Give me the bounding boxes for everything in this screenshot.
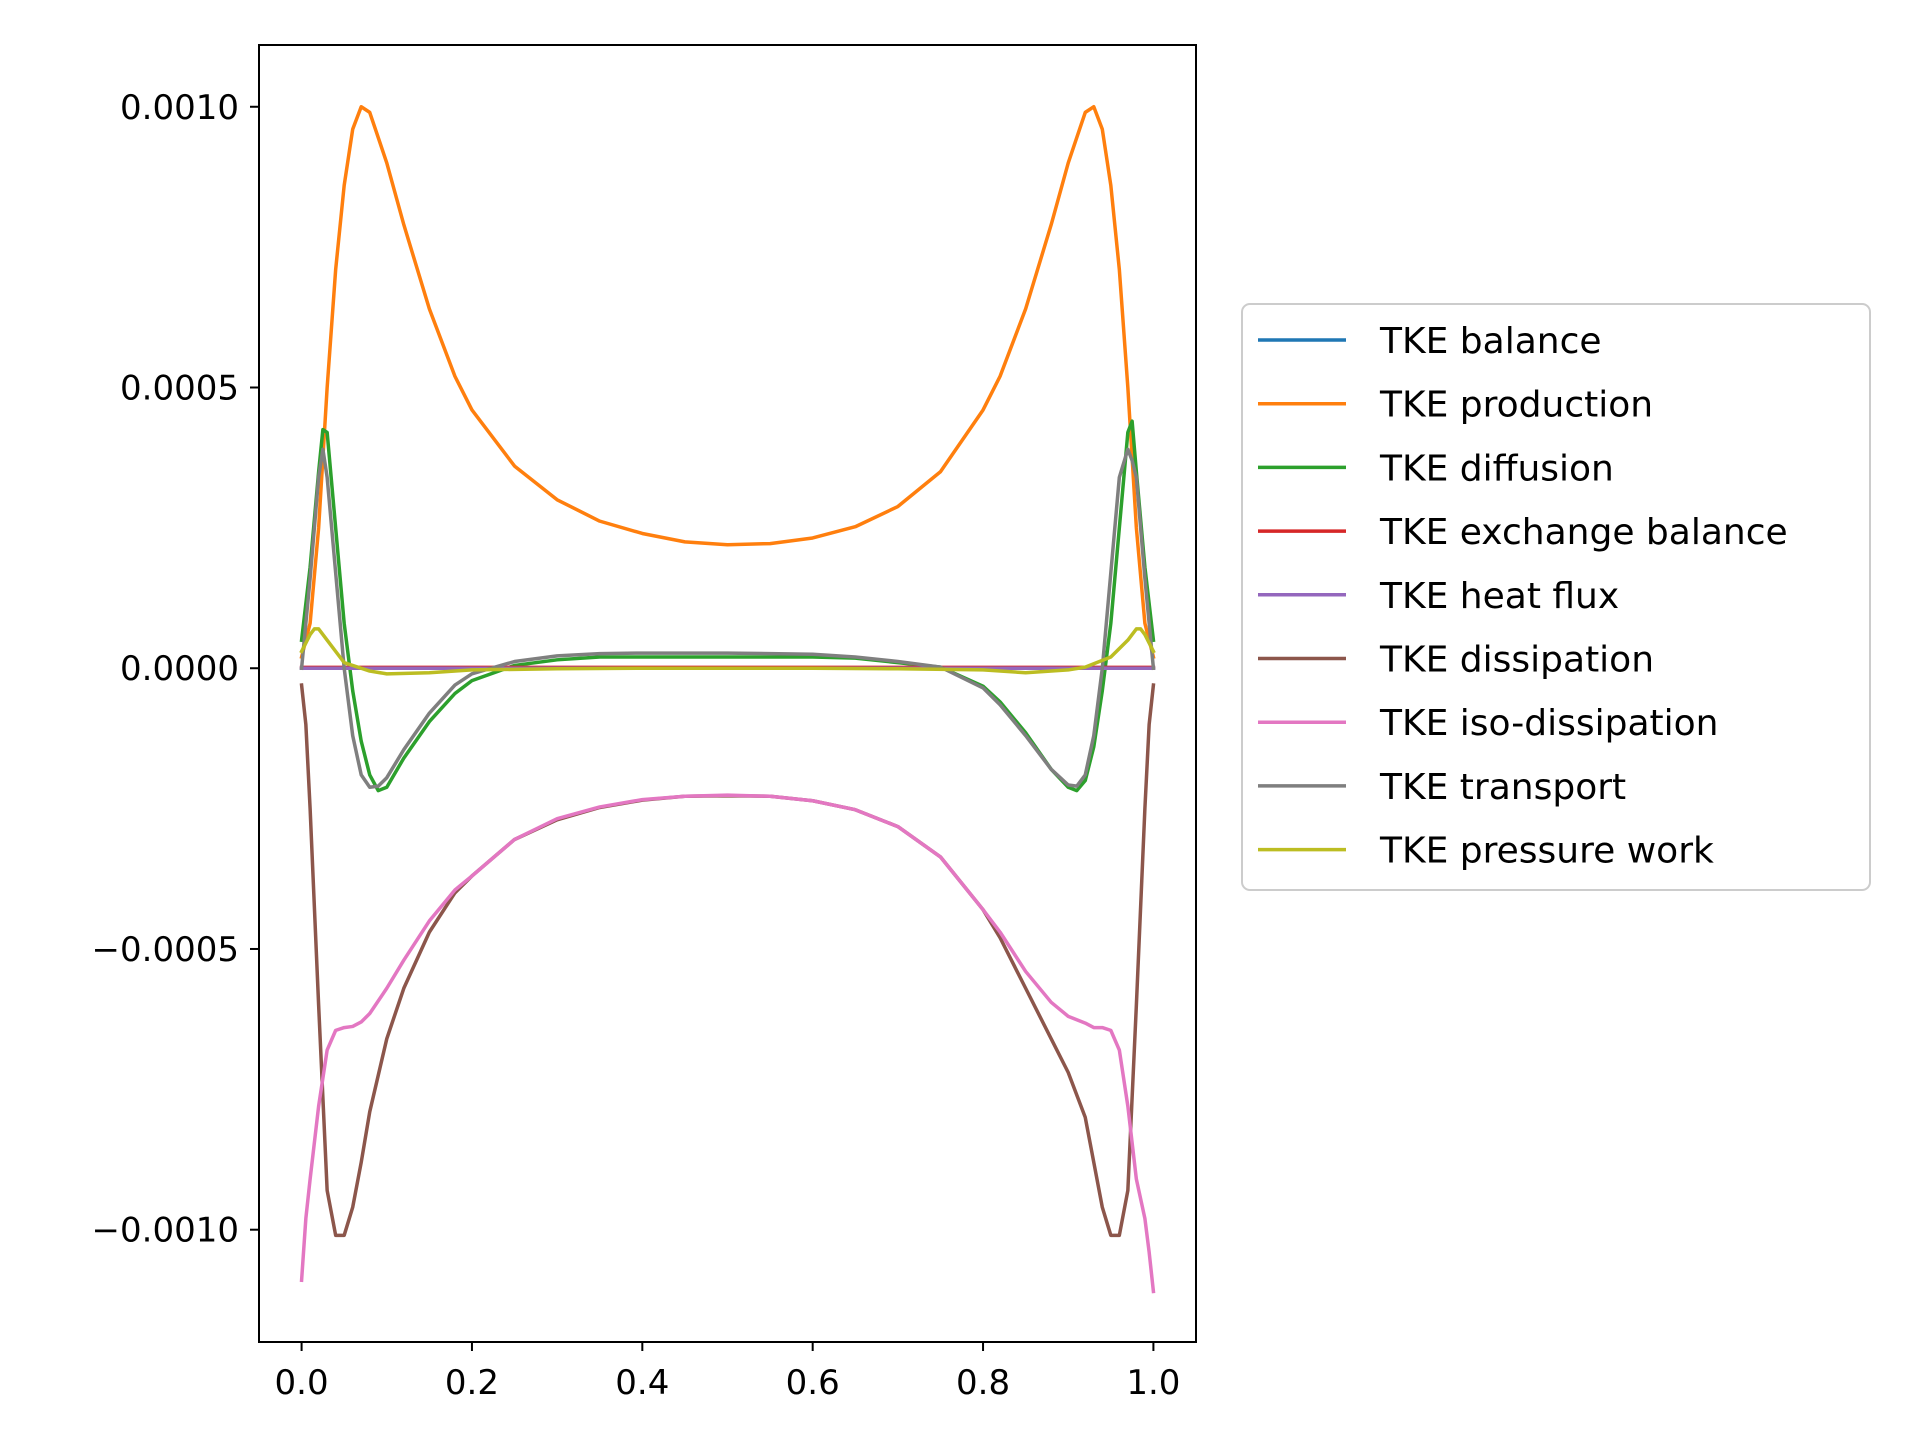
legend-label-tke-transport: TKE transport (1379, 767, 1626, 808)
legend-label-tke-pressure-work: TKE pressure work (1379, 831, 1714, 872)
y-tick-label: 0.0010 (120, 88, 239, 128)
x-tick-label: 0.0 (275, 1363, 329, 1403)
legend-label-tke-diffusion: TKE diffusion (1379, 448, 1614, 489)
x-tick-label: 0.2 (445, 1363, 499, 1403)
legend-label-tke-production: TKE production (1379, 385, 1653, 426)
legend: TKE balance TKE production TKE diffusion TK… (1241, 303, 1871, 891)
y-tick-label: 0.0005 (120, 368, 239, 408)
series-line-tke-transport (299, 447, 1156, 790)
legend-label-tke-heat-flux: TKE heat flux (1379, 576, 1619, 617)
y-tick-label: 0.0000 (120, 649, 239, 689)
legend-label-tke-dissipation: TKE dissipation (1379, 640, 1654, 681)
y-tick-label: −0.0010 (92, 1211, 239, 1251)
series-line-tke-pressure-work (299, 627, 1156, 676)
series-layer (299, 105, 1156, 1294)
series-line-tke-iso-dissipation (299, 793, 1156, 1294)
legend-frame (1241, 303, 1871, 891)
legend-label-tke-iso-dissipation: TKE iso-dissipation (1379, 703, 1718, 744)
x-tick-label: 0.8 (956, 1363, 1010, 1403)
y-axis: 0.0010 0.0005 0.0000 −0.0005 −0.0010 (92, 88, 259, 1251)
legend-label-tke-exchange-balance: TKE exchange balance (1379, 512, 1788, 553)
x-tick-label: 0.4 (615, 1363, 669, 1403)
series-line-tke-production (299, 105, 1156, 660)
x-tick-label: 0.6 (786, 1363, 840, 1403)
y-tick-label: −0.0005 (92, 930, 239, 970)
legend-label-tke-balance: TKE balance (1379, 321, 1602, 362)
plot-frame (258, 44, 1197, 1343)
x-tick-label: 1.0 (1126, 1363, 1180, 1403)
x-axis: 0.0 0.2 0.4 0.6 0.8 1.0 (275, 1342, 1180, 1403)
